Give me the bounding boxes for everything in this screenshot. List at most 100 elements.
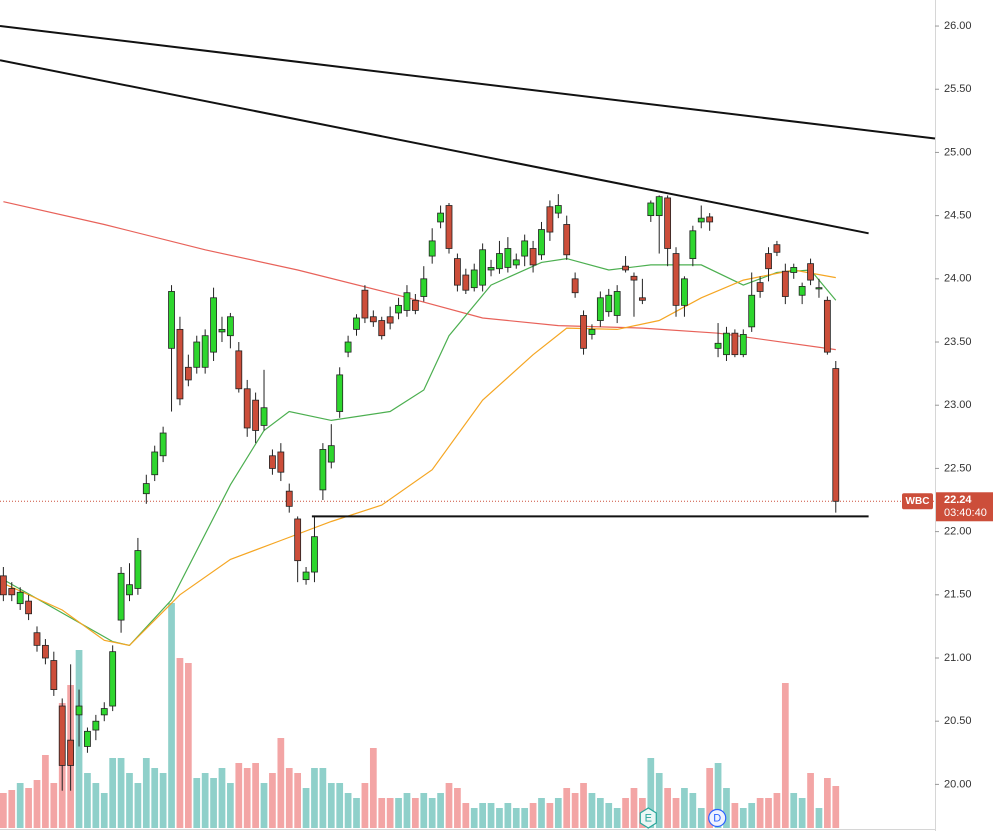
candle-body <box>731 332 739 356</box>
candle-body <box>378 320 386 337</box>
volume-bar <box>731 803 739 828</box>
candle-body <box>462 274 470 291</box>
candle-body <box>647 202 655 217</box>
candle-body <box>563 224 571 256</box>
candle-body <box>832 368 840 502</box>
candle-body <box>529 248 537 266</box>
candle-body <box>689 230 697 259</box>
volume-bar <box>781 683 789 828</box>
volume-bar <box>151 768 159 828</box>
candle-body <box>681 278 688 306</box>
candle-body <box>554 205 562 214</box>
volume-bar <box>252 763 259 828</box>
moving-average <box>3 257 837 647</box>
volume-bar <box>42 755 49 828</box>
moving-average <box>3 201 836 351</box>
candle-body <box>0 575 7 596</box>
volume-bar <box>697 808 705 828</box>
volume-bar <box>243 768 251 828</box>
candle-body <box>260 407 268 426</box>
volume-bar <box>412 798 419 828</box>
volume-bar <box>319 768 327 828</box>
volume-bar <box>168 603 175 828</box>
volume-bar <box>588 793 596 828</box>
candle-body <box>92 720 100 731</box>
candle-body <box>596 297 604 321</box>
volume-bar <box>462 803 470 828</box>
volume-bar <box>277 738 285 828</box>
volume-bar <box>8 790 16 828</box>
volume-bar <box>159 773 167 828</box>
candle-body <box>252 399 260 431</box>
volume-bar <box>832 786 840 828</box>
candle-body <box>638 297 646 301</box>
volume-bar <box>227 783 234 828</box>
volume-bar <box>218 768 226 828</box>
candle-body <box>109 651 117 707</box>
y-tick-label: 20.00 <box>944 778 972 790</box>
volume-bar <box>210 778 217 828</box>
candle-body <box>58 705 66 766</box>
candle-body <box>302 571 310 581</box>
y-tick-label: 26.00 <box>944 20 972 32</box>
candle-body <box>664 197 672 249</box>
candle-body <box>184 366 192 381</box>
volume-bar <box>0 793 7 828</box>
volume-bar <box>748 803 756 828</box>
event-label: E <box>645 812 652 824</box>
candle-body <box>176 328 184 400</box>
volume-bar <box>479 803 486 828</box>
candle-body <box>580 315 587 349</box>
candle-body <box>201 335 209 368</box>
candle-body <box>193 341 201 368</box>
y-tick-label: 22.50 <box>944 462 972 474</box>
volume-bar <box>336 783 344 828</box>
candle-body <box>437 212 444 223</box>
candle-body <box>243 388 251 429</box>
volume-bar <box>765 798 772 828</box>
event-label: D <box>713 812 721 824</box>
candle-body <box>470 269 478 289</box>
y-tick-label: 20.50 <box>944 715 972 727</box>
volume-bar <box>437 793 444 828</box>
candle-body <box>546 206 554 233</box>
volume-bar <box>378 798 386 828</box>
y-tick-label: 22.00 <box>944 526 972 538</box>
volume-bar <box>126 773 133 828</box>
candle-body <box>42 644 49 659</box>
event-icon <box>708 808 727 828</box>
countdown-label: 03:40:40 <box>944 507 987 519</box>
volume-bar <box>815 808 823 828</box>
candle-body <box>285 490 293 507</box>
candle-body <box>588 328 596 335</box>
candle-body <box>571 278 579 294</box>
candle-body <box>25 600 32 615</box>
candle-body <box>235 350 243 390</box>
candle-body <box>403 292 411 311</box>
candle-body <box>714 342 722 349</box>
volume-bar <box>395 798 402 828</box>
volume-bar <box>33 780 41 828</box>
symbol-label: WBC <box>906 496 930 507</box>
volume-bar <box>689 793 697 828</box>
candle-body <box>538 229 545 256</box>
candle-body <box>411 299 419 311</box>
candle-body <box>807 263 814 281</box>
volume-bar <box>16 783 24 828</box>
volume-bar <box>824 778 831 828</box>
volume-bar <box>630 788 638 828</box>
volume-bar <box>470 808 478 828</box>
candle-body <box>748 294 756 328</box>
candle-body <box>756 282 764 292</box>
volume-bar <box>773 793 781 828</box>
candle-body <box>369 316 377 323</box>
volume-bar <box>613 808 621 828</box>
candle-body <box>84 730 91 747</box>
candle-body <box>226 316 234 337</box>
volume-bar <box>285 768 293 828</box>
volume-bar <box>529 803 537 828</box>
volume-bar <box>403 793 411 828</box>
event-icon <box>639 807 657 829</box>
candle-body <box>655 196 663 217</box>
